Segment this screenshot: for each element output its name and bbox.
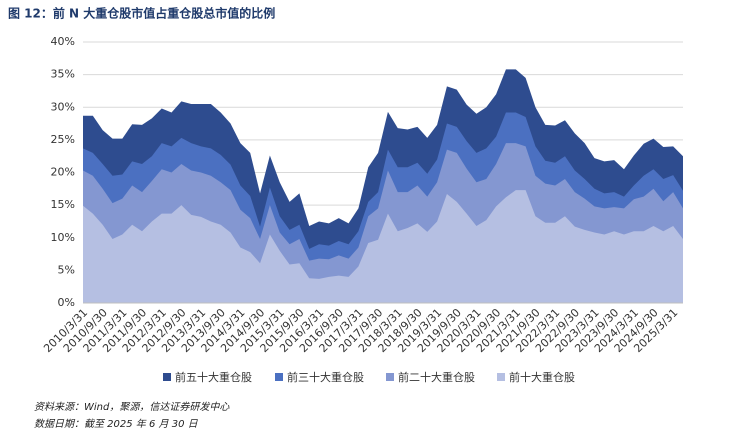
legend-label: 前五十大重仓股 <box>175 370 252 384</box>
y-tick-label: 10% <box>51 231 75 244</box>
legend-swatch <box>497 373 505 381</box>
y-tick-label: 40% <box>51 35 75 48</box>
y-tick-label: 5% <box>58 263 75 276</box>
legend-label: 前三十大重仓股 <box>287 370 364 384</box>
legend-label: 前二十大重仓股 <box>398 370 475 384</box>
legend-swatch <box>163 373 171 381</box>
area <box>83 190 683 303</box>
date-note: 数据日期：截至 2025 年 6 月 30 日 <box>34 418 199 430</box>
y-tick-label: 20% <box>51 166 75 179</box>
source-note: 资料来源：Wind，聚源，信达证券研发中心 <box>34 401 230 413</box>
y-tick-label: 25% <box>51 133 75 146</box>
chart-title: 图 12：前 N 大重仓股市值占重仓股总市值的比例 <box>8 6 275 21</box>
y-tick-label: 35% <box>51 68 75 81</box>
y-tick-label: 0% <box>58 296 75 309</box>
y-tick-label: 15% <box>51 198 75 211</box>
legend-swatch <box>386 373 394 381</box>
y-tick-label: 30% <box>51 100 75 113</box>
legend-label: 前十大重仓股 <box>509 370 575 384</box>
legend-swatch <box>275 373 283 381</box>
